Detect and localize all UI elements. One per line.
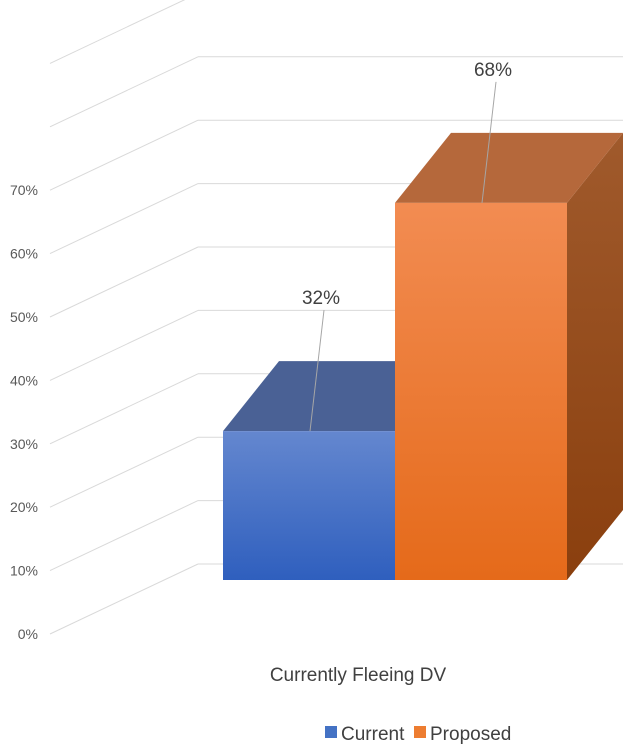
gridline-side: [49, 309, 199, 381]
legend-swatch-proposed: [414, 726, 426, 738]
gridline-side: [49, 119, 199, 191]
gridline-side: [49, 246, 199, 318]
bar-proposed: [395, 132, 623, 580]
gridline-side: [49, 436, 199, 508]
gridline-side: [49, 183, 199, 255]
bars: [223, 132, 623, 580]
gridline-side: [49, 56, 199, 128]
gridline-side: [49, 500, 199, 572]
bar-top-face: [395, 132, 623, 203]
y-tick-label: 20%: [10, 499, 38, 515]
bar-top-face: [223, 361, 451, 432]
data-labels: 32% 68%: [302, 60, 512, 432]
y-tick-label: 50%: [10, 309, 38, 325]
gridline-side: [49, 373, 199, 445]
y-tick-label: 0%: [18, 626, 38, 642]
bar-front-face: [395, 202, 567, 580]
bar-current: [223, 361, 451, 580]
legend-label-proposed: Proposed: [430, 724, 511, 745]
y-tick-label: 40%: [10, 372, 38, 388]
leader-line: [309, 310, 325, 432]
category-label: Currently Fleeing DV: [270, 665, 447, 686]
bar-side-face: [567, 132, 623, 580]
data-label-proposed: 68%: [474, 60, 512, 81]
leader-line: [481, 81, 497, 203]
y-axis: 0% 10% 20% 30% 40% 50% 60% 70%: [10, 182, 38, 642]
data-label-current: 32%: [302, 288, 340, 309]
gridline-side: [49, 563, 199, 635]
legend-label-current: Current: [341, 724, 405, 745]
gridline-side: [49, 0, 186, 64]
y-tick-label: 30%: [10, 436, 38, 452]
legend: Current Proposed: [325, 724, 511, 745]
legend-swatch-current: [325, 726, 337, 738]
y-tick-label: 60%: [10, 246, 38, 262]
y-tick-label: 70%: [10, 182, 38, 198]
bar-front-face: [223, 431, 395, 580]
y-tick-label: 10%: [10, 563, 38, 579]
